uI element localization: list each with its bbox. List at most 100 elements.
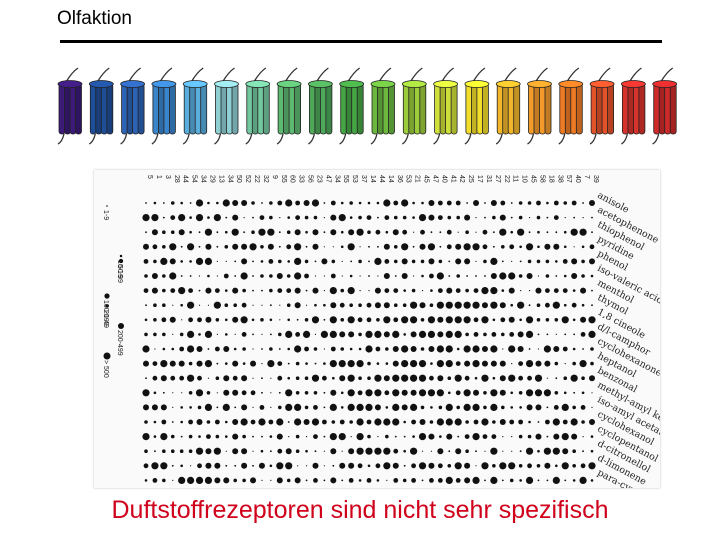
response-dot	[162, 391, 165, 394]
response-dot	[410, 374, 418, 382]
response-dot	[286, 288, 292, 293]
response-dot	[472, 360, 480, 368]
response-dot	[525, 476, 534, 484]
response-dot	[563, 303, 567, 307]
response-dot	[314, 260, 317, 263]
response-dot	[419, 302, 426, 309]
response-dot	[490, 200, 497, 206]
response-dot	[448, 260, 451, 263]
response-dot	[393, 288, 399, 293]
response-dot	[384, 215, 390, 220]
response-dot	[178, 476, 186, 484]
response-dot	[338, 433, 346, 441]
response-dot	[437, 448, 444, 455]
response-dot	[278, 405, 282, 410]
response-dot	[286, 303, 291, 307]
response-dot	[544, 360, 551, 367]
response-dot	[571, 433, 578, 440]
response-dot	[430, 450, 433, 452]
response-dot	[215, 318, 220, 322]
response-dot	[232, 419, 239, 425]
response-dot	[269, 215, 273, 220]
response-dot	[446, 200, 452, 206]
response-dot	[303, 200, 310, 206]
response-dot	[295, 449, 300, 454]
response-dot	[196, 346, 203, 352]
response-dot	[151, 273, 158, 279]
response-dot	[195, 476, 204, 484]
response-dot	[160, 433, 168, 441]
receptor-5	[182, 67, 208, 145]
response-dot	[421, 450, 424, 452]
response-dot	[295, 376, 300, 380]
response-dot	[251, 318, 255, 322]
response-dot	[392, 330, 400, 338]
response-dot	[490, 301, 498, 309]
response-dot	[233, 347, 237, 351]
response-dot	[204, 403, 213, 411]
response-dot	[366, 419, 372, 425]
response-dot	[543, 389, 551, 397]
response-dot	[562, 419, 568, 425]
response-dot	[437, 478, 443, 483]
response-dot	[455, 200, 461, 206]
response-dot	[383, 418, 391, 426]
response-dot	[518, 375, 524, 381]
response-dot	[588, 462, 596, 470]
response-dot	[169, 258, 176, 265]
response-dot	[162, 478, 166, 483]
response-dot	[356, 447, 364, 455]
response-dot	[331, 420, 336, 424]
response-dot	[196, 360, 203, 367]
response-dot	[366, 302, 372, 308]
response-dot	[546, 333, 549, 336]
response-dot	[590, 274, 594, 278]
response-dot	[321, 258, 328, 265]
response-dot	[339, 462, 346, 469]
response-dot	[143, 259, 149, 264]
receptor-3	[120, 67, 146, 145]
response-dot	[153, 303, 157, 307]
receptor-10	[339, 67, 365, 145]
response-dot	[463, 316, 471, 324]
response-dot	[455, 258, 462, 265]
response-dot	[223, 273, 229, 279]
response-dot	[581, 391, 585, 395]
response-dot	[517, 301, 525, 309]
response-dot	[454, 418, 462, 426]
response-dot	[154, 450, 156, 453]
response-dot	[169, 360, 176, 367]
response-dot	[252, 216, 254, 219]
response-dot	[572, 347, 576, 351]
response-dot	[545, 274, 550, 278]
response-dot	[401, 360, 409, 368]
response-dot	[269, 333, 272, 336]
response-dot	[240, 316, 248, 324]
response-dot	[375, 229, 381, 235]
response-dot	[162, 347, 166, 351]
response-dot	[509, 478, 514, 483]
response-dot	[187, 476, 195, 484]
response-dot	[278, 332, 282, 337]
response-dot	[537, 348, 540, 350]
response-dot	[418, 360, 427, 368]
response-dot	[252, 260, 254, 263]
response-dot	[180, 406, 183, 409]
response-dot	[490, 447, 498, 455]
response-dot	[207, 274, 210, 278]
svg-text:100-199: 100-199	[102, 300, 109, 326]
response-dot	[267, 228, 275, 236]
response-dot	[367, 361, 371, 366]
response-dot	[454, 316, 462, 324]
response-dot	[241, 332, 247, 337]
response-dot	[162, 288, 166, 293]
response-dot	[482, 434, 488, 439]
response-dot	[270, 377, 272, 379]
response-dot	[180, 464, 183, 468]
response-dot	[374, 302, 381, 309]
response-dot	[527, 201, 532, 205]
title-underline	[60, 40, 662, 43]
response-dot	[392, 374, 400, 382]
svg-text:50-99: 50-99	[116, 265, 123, 283]
response-dot	[555, 231, 558, 234]
